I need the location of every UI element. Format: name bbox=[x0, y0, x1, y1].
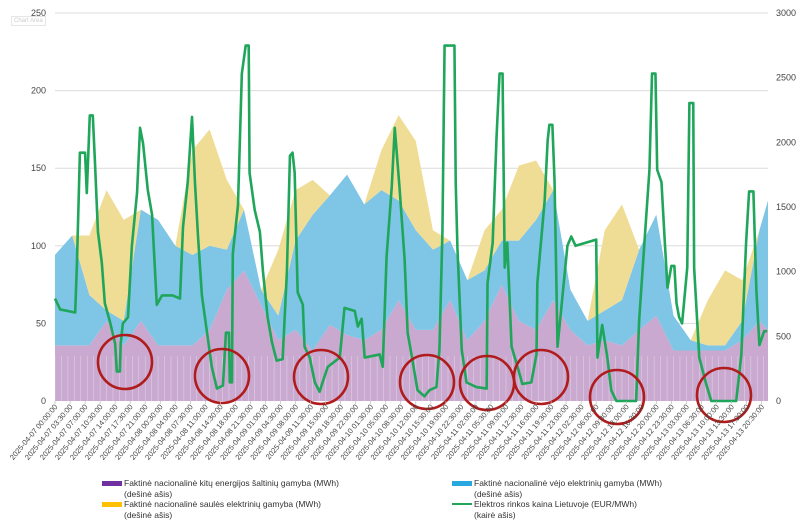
legend-swatch-wind bbox=[452, 481, 472, 486]
legend-item-price[interactable]: Elektros rinkos kaina Lietuvoje (EUR/MWh… bbox=[452, 499, 662, 510]
right-axis-tick-label: 2500 bbox=[776, 73, 796, 83]
price-line bbox=[53, 44, 768, 403]
legend-label: Faktinė nacionalinė kitų energijos šalti… bbox=[124, 478, 339, 488]
right-axis-tick-label: 2000 bbox=[776, 137, 796, 147]
legend-swatch-other bbox=[102, 481, 122, 486]
annotation-circle bbox=[512, 348, 570, 406]
price-line-layer bbox=[53, 44, 768, 403]
left-axis-tick-label: 50 bbox=[36, 318, 46, 328]
right-axis-tick-label: 0 bbox=[776, 396, 781, 406]
right-axis-tick-label: 500 bbox=[776, 331, 791, 341]
left-axis-tick-label: 0 bbox=[41, 396, 46, 406]
right-axis-ticks: 0 500 1000 1500 2000 2500 3000 bbox=[776, 8, 796, 406]
right-axis-tick-label: 1500 bbox=[776, 202, 796, 212]
legend-right: Faktinė nacionalinė vėjo elektrinių gamy… bbox=[452, 478, 662, 520]
left-axis-tick-label: 150 bbox=[31, 163, 46, 173]
right-axis-tick-label: 1000 bbox=[776, 267, 796, 277]
annotation-circle bbox=[695, 366, 753, 424]
annotation-circle bbox=[398, 353, 456, 411]
legend-item-solar[interactable]: Faktinė nacionalinė saulės elektrinių ga… bbox=[102, 499, 339, 510]
annotation-circles bbox=[96, 333, 753, 426]
right-axis-tick-label: 3000 bbox=[776, 8, 796, 18]
annotation-circle bbox=[96, 333, 154, 391]
annotation-circle bbox=[292, 348, 350, 406]
legend-label: Faktinė nacionalinė saulės elektrinių ga… bbox=[124, 499, 322, 509]
legend-label: Faktinė nacionalinė vėjo elektrinių gamy… bbox=[474, 478, 663, 488]
left-axis-tick-label: 200 bbox=[31, 86, 46, 96]
left-axis-tick-label: 250 bbox=[31, 8, 46, 18]
legend-swatch-price bbox=[452, 503, 472, 505]
annotation-circle bbox=[193, 347, 251, 405]
legend-axis-note: (dešinė ašis) bbox=[474, 488, 523, 499]
annotation-circle bbox=[588, 368, 646, 426]
legend-axis-note: (dešinė ašis) bbox=[124, 509, 173, 520]
area-wind bbox=[55, 174, 768, 351]
legend-axis-note: (dešinė ašis) bbox=[124, 488, 173, 499]
left-axis-tick-label: 100 bbox=[31, 241, 46, 251]
legend-left: Faktinė nacionalinė kitų energijos šalti… bbox=[102, 478, 339, 520]
legend-item-wind[interactable]: Faktinė nacionalinė vėjo elektrinių gamy… bbox=[452, 478, 662, 489]
legend-label: Elektros rinkos kaina Lietuvoje (EUR/MWh… bbox=[474, 499, 637, 509]
legend-swatch-solar bbox=[102, 502, 122, 507]
legend-axis-note: (kairė ašis) bbox=[474, 509, 516, 520]
chart-area-tooltip: Chart Area bbox=[11, 16, 46, 26]
left-axis-ticks: 0 50 100 150 200 250 bbox=[31, 8, 46, 406]
legend-item-other[interactable]: Faktinė nacionalinė kitų energijos šalti… bbox=[102, 478, 339, 489]
